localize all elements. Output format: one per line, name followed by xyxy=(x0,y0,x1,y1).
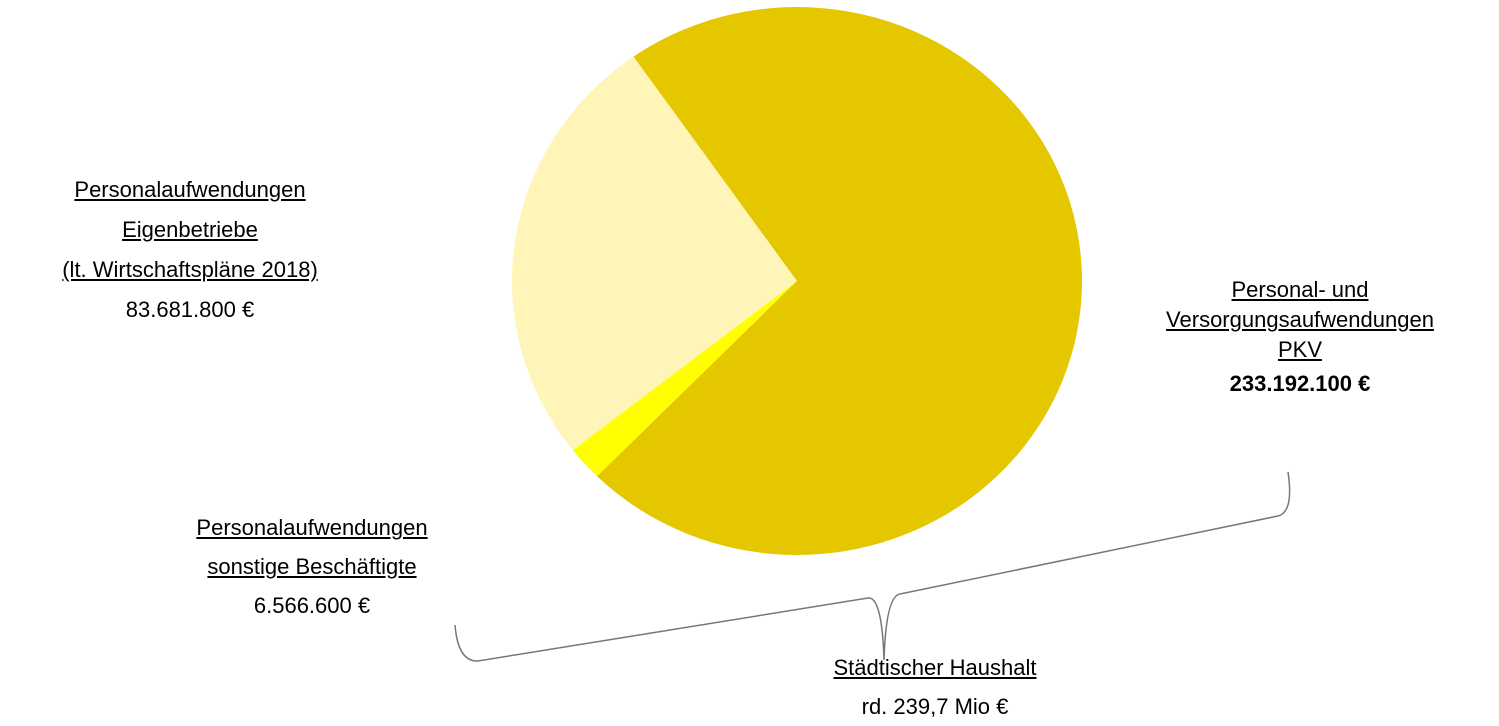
annotation: Städtischer Haushalt xyxy=(833,655,1037,680)
pie-slice xyxy=(597,6,1082,556)
value-label: 233.192.100 € xyxy=(1229,371,1371,396)
bracket xyxy=(454,471,1291,662)
category-label: Personalaufwendungen Eigenbetriebe (lt. … xyxy=(62,177,318,282)
label-group: Personal- und Versorgungsaufwendungen PK… xyxy=(1166,275,1434,403)
pie-slice xyxy=(572,281,797,477)
pie-slice xyxy=(512,56,797,451)
annotation-group: Städtischer Haushalt rd. 239,7 Mio € xyxy=(834,648,1037,726)
annotation: rd. 239,7 Mio € xyxy=(861,694,1009,719)
label-group: Personalaufwendungen sonstige Beschäftig… xyxy=(196,508,427,625)
label-group: Personalaufwendungen Eigenbetriebe (lt. … xyxy=(62,170,318,330)
category-label: Personal- und Versorgungsaufwendungen PK… xyxy=(1166,277,1434,362)
value-label: 83.681.800 € xyxy=(125,297,255,322)
value-label: 6.566.600 € xyxy=(253,593,371,618)
category-label: Personalaufwendungen sonstige Beschäftig… xyxy=(196,515,428,579)
